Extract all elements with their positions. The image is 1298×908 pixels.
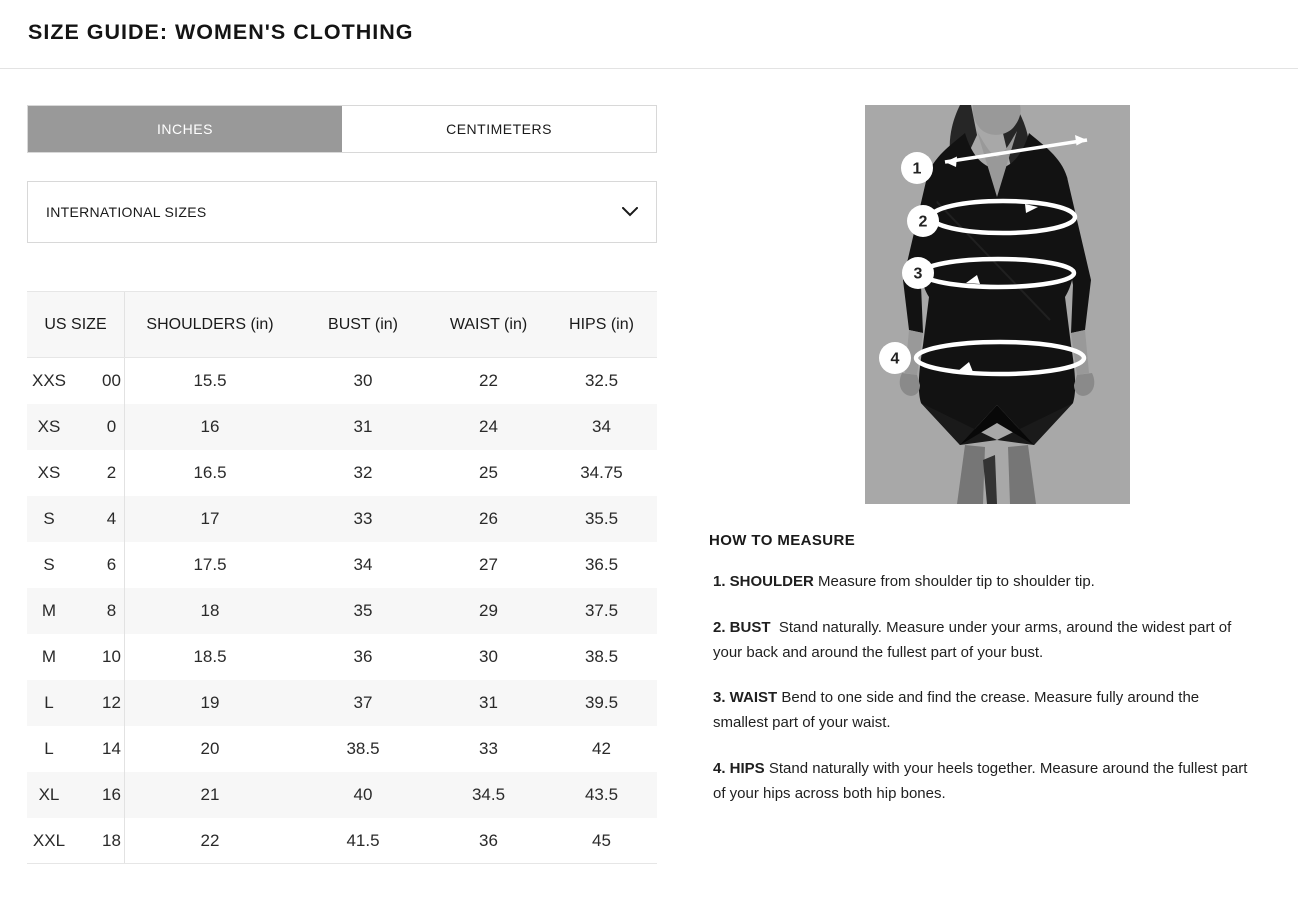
svg-text:1: 1 xyxy=(913,161,922,178)
svg-text:2: 2 xyxy=(919,214,928,231)
svg-text:4: 4 xyxy=(891,351,900,368)
svg-text:3: 3 xyxy=(914,266,923,283)
